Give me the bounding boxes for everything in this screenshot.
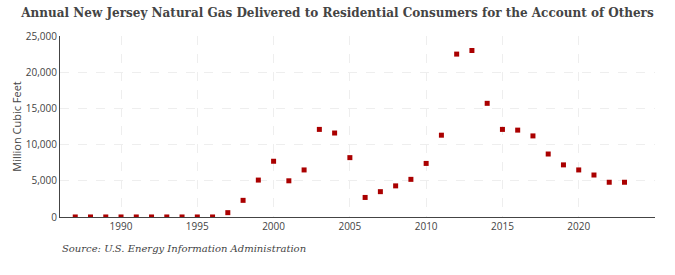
svg-text:5,000: 5,000: [32, 173, 58, 187]
svg-text:Million Cubic Feet: Million Cubic Feet: [9, 81, 24, 172]
svg-text:Source: U.S. Energy Informatio: Source: U.S. Energy Information Administ…: [62, 243, 306, 254]
svg-text:2020: 2020: [567, 219, 590, 233]
svg-text:10,000: 10,000: [26, 137, 57, 151]
svg-text:2000: 2000: [262, 219, 285, 233]
svg-text:1995: 1995: [186, 219, 209, 233]
svg-text:0: 0: [51, 210, 57, 224]
svg-text:Annual New Jersey Natural Gas: Annual New Jersey Natural Gas Delivered …: [20, 6, 654, 20]
svg-text:15,000: 15,000: [26, 101, 57, 115]
svg-text:2005: 2005: [338, 219, 361, 233]
svg-text:2015: 2015: [491, 219, 514, 233]
svg-text:25,000: 25,000: [26, 29, 57, 43]
svg-text:20,000: 20,000: [26, 65, 57, 79]
svg-text:1990: 1990: [110, 219, 133, 233]
svg-text:2010: 2010: [415, 219, 438, 233]
